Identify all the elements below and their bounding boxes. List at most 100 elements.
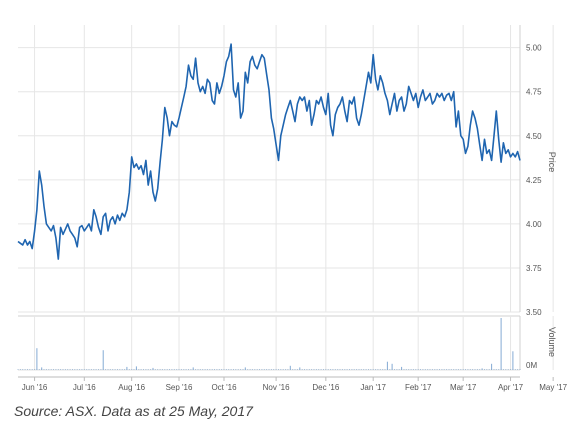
volume-bar bbox=[339, 369, 341, 370]
volume-bar bbox=[493, 369, 495, 370]
volume-bar bbox=[280, 369, 282, 370]
volume-bar bbox=[344, 369, 346, 370]
volume-bar bbox=[121, 369, 123, 370]
volume-bar bbox=[69, 369, 71, 370]
volume-bar bbox=[249, 369, 251, 370]
volume-bar bbox=[346, 369, 348, 370]
volume-bar bbox=[306, 369, 308, 370]
volume-bar bbox=[161, 369, 163, 370]
volume-bar bbox=[332, 369, 334, 370]
volume-bar bbox=[431, 369, 433, 370]
volume-bar bbox=[128, 369, 130, 370]
volume-bar bbox=[294, 369, 296, 370]
volume-bar bbox=[221, 369, 223, 370]
volume-bar bbox=[289, 365, 291, 370]
volume-bar bbox=[105, 369, 107, 370]
volume-bar bbox=[351, 369, 353, 370]
volume-bar bbox=[244, 367, 246, 370]
x-tick-label: Jan '17 bbox=[360, 383, 386, 392]
volume-bar bbox=[391, 363, 393, 370]
volume-bar bbox=[270, 369, 272, 370]
volume-bar bbox=[424, 369, 426, 370]
volume-bar bbox=[254, 369, 256, 370]
volume-bar bbox=[152, 367, 154, 370]
volume-bar bbox=[484, 369, 485, 370]
volume-bar bbox=[365, 369, 367, 370]
volume-bar bbox=[299, 367, 301, 370]
volume-bar bbox=[360, 369, 362, 370]
volume-bar bbox=[48, 369, 50, 370]
volume-bar bbox=[74, 369, 76, 370]
volume-bar bbox=[183, 369, 185, 370]
volume-bar bbox=[417, 369, 419, 370]
volume-bar bbox=[325, 369, 327, 370]
volume-bar bbox=[450, 369, 452, 370]
volume-bar bbox=[353, 369, 355, 370]
volume-bar bbox=[282, 369, 284, 370]
volume-bar bbox=[408, 369, 410, 370]
volume-bar bbox=[17, 369, 19, 370]
volume-bar bbox=[502, 369, 504, 370]
volume-bar bbox=[460, 369, 462, 370]
volume-bar bbox=[512, 351, 514, 370]
price-y-tick-label: 4.75 bbox=[526, 88, 542, 97]
volume-bar bbox=[320, 369, 322, 370]
volume-bar bbox=[98, 369, 99, 370]
volume-bar bbox=[439, 369, 440, 370]
x-tick-label: Nov '16 bbox=[263, 383, 290, 392]
volume-bar bbox=[235, 369, 237, 370]
volume-bar bbox=[465, 369, 466, 370]
x-tick-label: Aug '16 bbox=[118, 383, 145, 392]
volume-bar bbox=[315, 369, 317, 370]
price-axis-title: Price bbox=[547, 152, 557, 173]
volume-bar bbox=[377, 369, 379, 370]
volume-bar bbox=[237, 369, 239, 370]
volume-bar bbox=[159, 369, 161, 370]
volume-bar bbox=[301, 369, 303, 370]
volume-bar bbox=[422, 369, 424, 370]
volume-bar bbox=[147, 369, 149, 370]
volume-bar bbox=[206, 369, 208, 370]
volume-bar bbox=[285, 369, 287, 370]
volume-bar bbox=[50, 369, 52, 370]
x-tick-label: Mar '17 bbox=[450, 383, 477, 392]
volume-bar bbox=[396, 369, 398, 370]
volume-bar bbox=[166, 369, 168, 370]
volume-bar bbox=[216, 369, 218, 370]
volume-bar bbox=[88, 369, 90, 370]
volume-bar bbox=[256, 369, 258, 370]
volume-bar bbox=[228, 369, 230, 370]
volume-bar bbox=[247, 369, 249, 370]
volume-bar bbox=[455, 369, 457, 370]
volume-bar bbox=[514, 369, 516, 370]
volume-bar bbox=[86, 369, 88, 370]
volume-bar bbox=[472, 369, 474, 370]
volume-bar bbox=[171, 369, 173, 370]
volume-bar bbox=[341, 369, 343, 370]
volume-bar bbox=[19, 369, 21, 370]
volume-bar bbox=[140, 369, 142, 370]
price-series bbox=[17, 43, 521, 260]
volume-bar bbox=[259, 369, 260, 370]
x-tick-label: Dec '16 bbox=[312, 383, 339, 392]
volume-bar bbox=[379, 369, 381, 370]
volume-bar bbox=[24, 369, 26, 370]
volume-bar bbox=[275, 369, 277, 370]
volume-bar bbox=[133, 369, 135, 370]
volume-bar bbox=[178, 369, 180, 370]
volume-bar bbox=[330, 369, 332, 370]
x-tick-label: Sep '16 bbox=[166, 383, 193, 392]
volume-bar bbox=[95, 369, 97, 370]
volume-bar bbox=[296, 369, 298, 370]
volume-bar bbox=[157, 369, 159, 370]
volume-bar bbox=[356, 369, 358, 370]
volume-bar bbox=[266, 369, 268, 370]
price-y-tick-labels: 5.00 4.75 4.50 4.25 4.00 3.75 3.50 bbox=[526, 44, 542, 317]
volume-axis-title: Volume bbox=[547, 327, 557, 357]
volume-bar bbox=[93, 369, 95, 370]
x-tick-label: Jul '16 bbox=[73, 383, 96, 392]
volume-bar bbox=[185, 369, 187, 370]
price-y-tick-label: 4.50 bbox=[526, 132, 542, 141]
volume-bar bbox=[389, 369, 391, 370]
volume-bar bbox=[349, 369, 350, 370]
